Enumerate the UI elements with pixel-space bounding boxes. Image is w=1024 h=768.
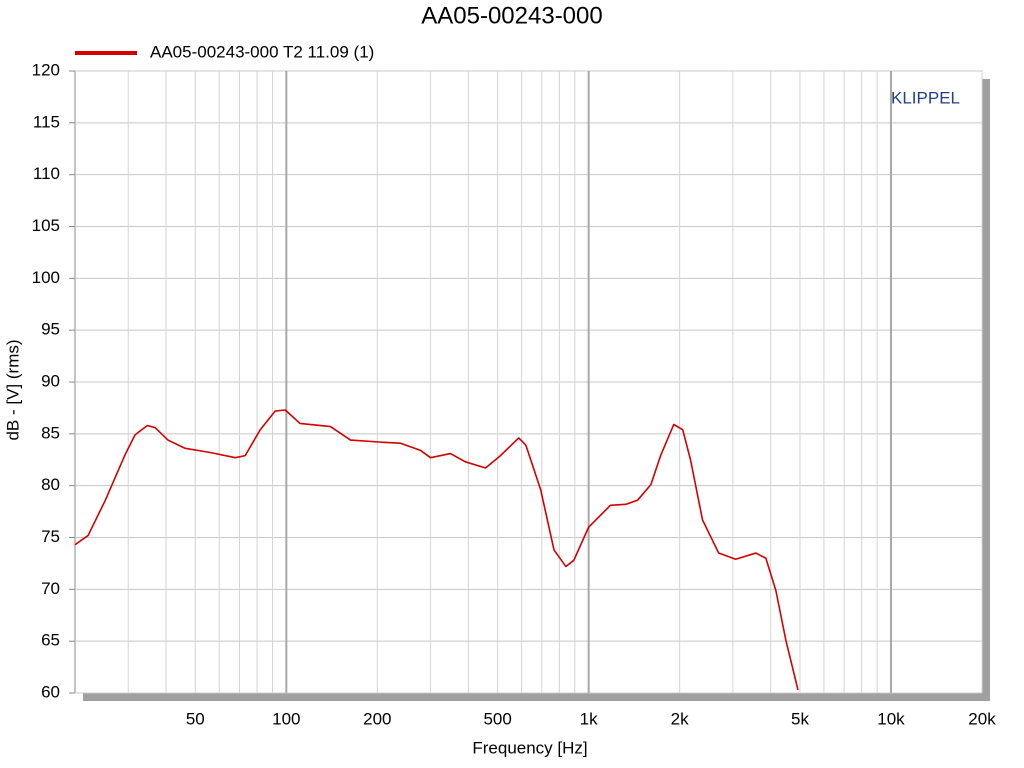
y-tick-label: 70: [41, 579, 60, 598]
x-tick-label: 500: [483, 709, 511, 728]
data-line: [74, 409, 799, 691]
frame-shadow: [83, 693, 990, 701]
chart-title: AA05-00243-000: [421, 2, 602, 29]
legend-label: AA05-00243-000 T2 11.09 (1): [150, 42, 374, 61]
y-tick-label: 110: [33, 164, 60, 183]
frame-shadow: [982, 79, 990, 701]
y-tick-label: 115: [33, 112, 60, 131]
y-tick-label: 105: [32, 216, 60, 235]
y-tick-label: 75: [41, 527, 60, 546]
y-tick-label: 95: [41, 320, 60, 339]
x-tick-label: 2k: [671, 709, 689, 728]
x-tick-label: 1k: [580, 709, 598, 728]
y-axis-label: dB - [V] (rms): [3, 339, 22, 440]
y-tick-label: 60: [41, 682, 60, 701]
x-tick-label: 50: [186, 709, 205, 728]
y-tick-label: 120: [32, 60, 60, 79]
x-tick-label: 5k: [791, 709, 809, 728]
x-tick-label: 20k: [968, 709, 996, 728]
x-tick-label: 200: [363, 709, 391, 728]
x-axis-label: Frequency [Hz]: [472, 738, 587, 757]
y-tick-label: 80: [41, 475, 60, 494]
x-tick-label: 100: [272, 709, 300, 728]
plot: [74, 409, 799, 691]
grid: [69, 70, 983, 694]
y-tick-label: 85: [41, 423, 60, 442]
y-tick-label: 90: [41, 371, 60, 390]
annotation: KLIPPEL: [891, 88, 960, 107]
y-tick-label: 100: [32, 268, 60, 287]
y-tick-label: 65: [41, 631, 60, 650]
x-tick-label: 10k: [877, 709, 905, 728]
